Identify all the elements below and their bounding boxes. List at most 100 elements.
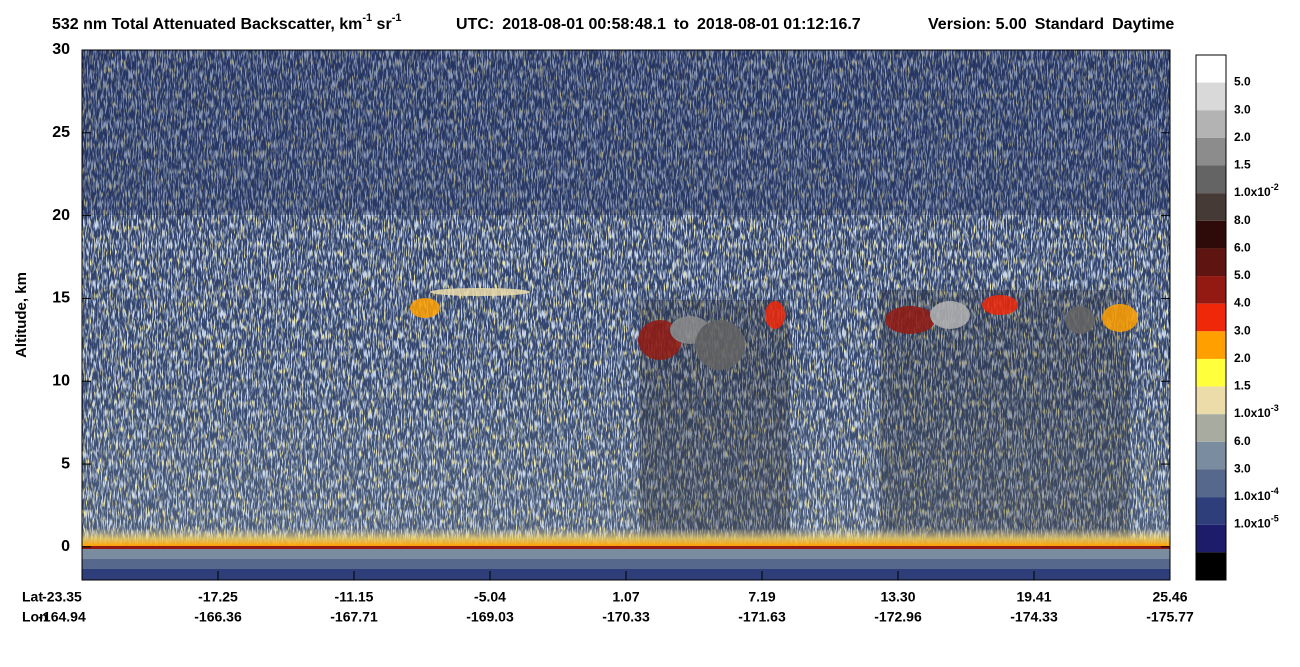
y-tick-label: 25 [52,124,70,141]
version-info: Version: 5.00 Standard Daytime [928,16,1174,33]
lat-tick-label: -23.35 [42,589,82,605]
colorbar-label: 1.0x10-5 [1234,514,1279,531]
y-tick-label: 30 [52,41,70,58]
colorbar-swatch [1196,524,1226,553]
lon-tick-label: -175.77 [1146,609,1194,625]
colorbar-swatch [1196,441,1226,470]
colorbar-label: 1.0x10-4 [1234,486,1279,503]
title-unit: sr [372,16,392,33]
colorbar-label: 6.0 [1234,241,1251,255]
colorbar-label: 1.0x10-3 [1234,404,1279,421]
colorbar-label: 3.0 [1234,462,1251,476]
colorbar-swatch [1196,386,1226,415]
lon-tick-label: -171.63 [738,609,786,625]
lon-tick-label: -172.96 [874,609,922,625]
colorbar-swatch [1196,82,1226,111]
lat-tick-label: 7.19 [748,589,775,605]
colorbar-frame [1195,54,1227,581]
colorbar-swatch [1196,248,1226,277]
colorbar-swatch [1196,193,1226,221]
colorbar-swatch [1196,276,1226,304]
lat-tick-label: 1.07 [612,589,639,605]
utc-end: 2018-08-01 01:12:16.7 [697,16,861,33]
lon-tick-label: -164.94 [38,609,86,625]
product: Standard [1035,16,1104,33]
colorbar-label: 5.0 [1234,268,1251,282]
lon-label: Lon [22,609,48,625]
colorbar-swatch [1196,414,1226,442]
lat-tick-label: 25.46 [1152,589,1187,605]
backscatter-curtain [82,50,1170,580]
colorbar-label-text: 6.0 [1234,434,1251,448]
colorbar-label-exp: -2 [1271,183,1279,193]
lon-tick-label: -169.03 [466,609,514,625]
lat-tick-label: -17.25 [198,589,238,605]
colorbar-label-text: 5.0 [1234,75,1251,89]
colorbar-label-text: 1.0x10 [1234,185,1271,199]
colorbar-label: 5.0 [1234,75,1251,89]
y-tick-label: 0 [61,538,70,555]
colorbar-label-text: 1.0x10 [1234,489,1271,503]
colorbar-label-exp: -5 [1271,514,1279,524]
colorbar-swatch [1196,137,1226,166]
lon-tick-label: -166.36 [194,609,242,625]
colorbar-label-text: 6.0 [1234,241,1251,255]
colorbar-label: 1.5 [1234,379,1251,393]
colorbar-swatch [1196,220,1226,249]
colorbar-label: 2.0 [1234,351,1251,365]
y-tick-label: 20 [52,207,70,224]
colorbar-label: 1.5 [1234,158,1251,172]
colorbar-label-text: 1.5 [1234,379,1251,393]
colorbar-swatch [1196,497,1226,525]
lat-tick-label: -5.04 [474,589,506,605]
daytime: Daytime [1112,16,1174,33]
lat-tick-label: 13.30 [880,589,915,605]
lon-tick-label: -170.33 [602,609,650,625]
colorbar-label: 8.0 [1234,213,1251,227]
utc-to: to [674,16,689,33]
y-tick-label: 15 [52,290,70,307]
colorbar-label-text: 1.5 [1234,158,1251,172]
y-axis-label: Altitude, km [13,272,30,358]
y-tick-label: 5 [61,455,70,472]
colorbar-label-text: 8.0 [1234,213,1251,227]
title-text: 532 nm Total Attenuated Backscatter, km [52,16,362,33]
colorbar-label-text: 5.0 [1234,268,1251,282]
colorbar-label-text: 3.0 [1234,102,1251,116]
colorbar-swatch [1196,469,1226,498]
colorbar-label: 1.0x10-2 [1234,183,1279,200]
colorbar-swatch [1196,358,1226,387]
utc-start: 2018-08-01 00:58:48.1 [502,16,666,33]
lat-tick-label: 19.41 [1016,589,1051,605]
colorbar-label-text: 4.0 [1234,296,1251,310]
colorbar-swatch [1196,165,1226,194]
colorbar-label: 6.0 [1234,434,1251,448]
utc-label: UTC: [456,16,494,33]
utc: UTC: 2018-08-01 00:58:48.1 to 2018-08-01 01… [456,16,861,33]
lon-tick-label: -174.33 [1010,609,1058,625]
colorbar-label-text: 3.0 [1234,462,1251,476]
lat-label: Lat [22,589,43,605]
colorbar-swatch [1196,552,1226,580]
colorbar-label-text: 2.0 [1234,351,1251,365]
colorbar-swatch [1196,331,1226,359]
colorbar-label-text: 3.0 [1234,323,1251,337]
colorbar-label: 3.0 [1234,323,1251,337]
colorbar-swatch [1196,303,1226,332]
colorbar-label-exp: -3 [1271,404,1279,414]
chart-title: 532 nm Total Attenuated Backscatter, km-… [52,12,401,33]
title-exp: -1 [362,12,372,24]
colorbar-label-exp: -4 [1271,486,1279,496]
colorbar-label-text: 1.0x10 [1234,406,1271,420]
colorbar-label-text: 2.0 [1234,130,1251,144]
colorbar-swatch [1196,55,1226,83]
lat-tick-label: -11.15 [335,589,374,605]
y-tick-label: 10 [52,372,70,389]
colorbar-label: 3.0 [1234,102,1251,116]
lon-tick-label: -167.71 [330,609,378,625]
colorbar-swatch [1196,110,1226,138]
version: Version: 5.00 [928,16,1027,33]
colorbar-label: 2.0 [1234,130,1251,144]
title-exp: -1 [392,12,402,24]
